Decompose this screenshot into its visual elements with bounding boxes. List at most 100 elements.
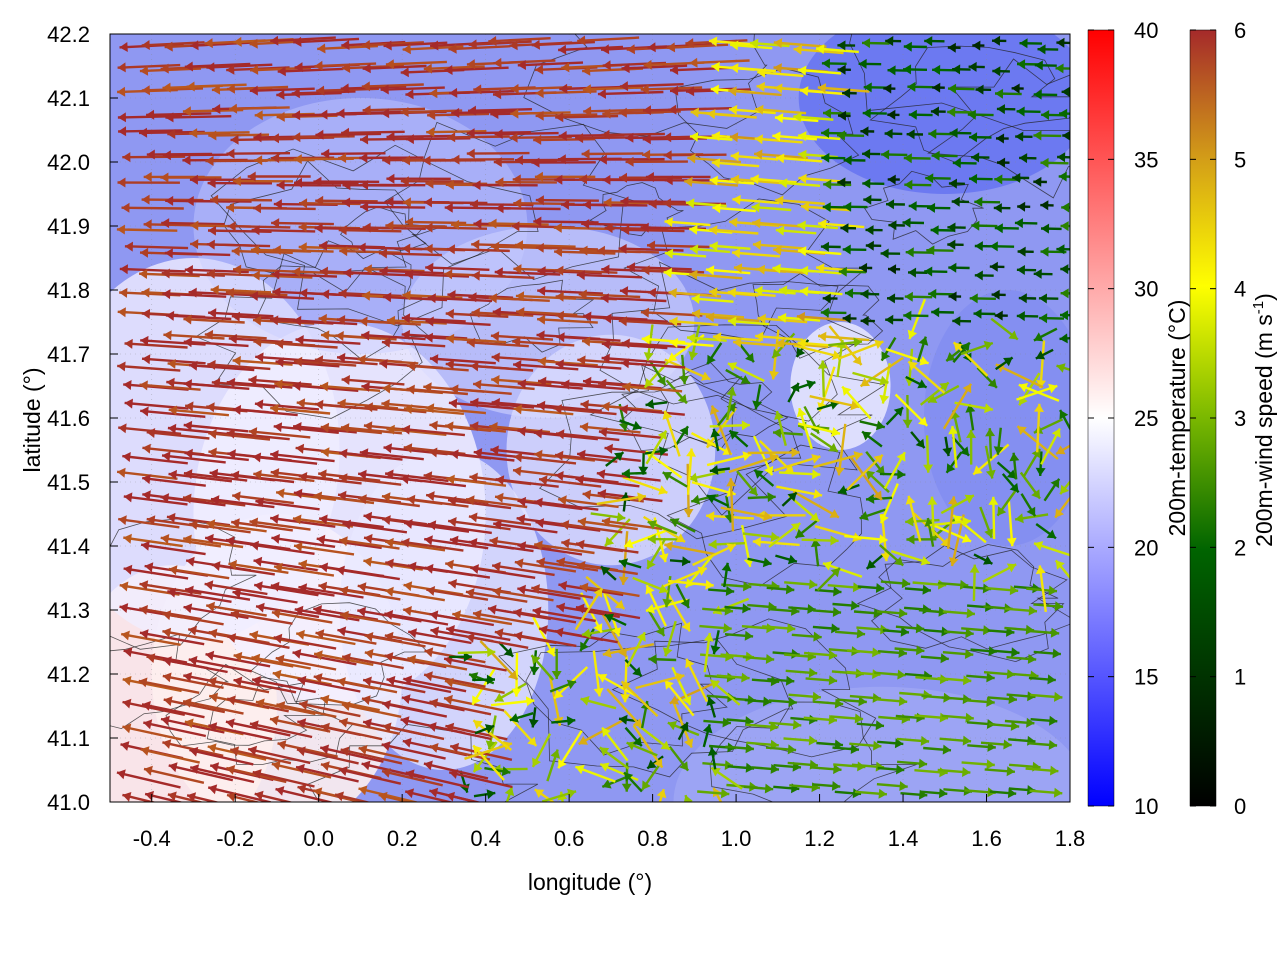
wind-arrow-shaft — [691, 312, 745, 319]
wind-arrow-shaft — [658, 788, 665, 802]
wind-arrow-head — [966, 608, 975, 619]
wind-arrow-head — [779, 178, 788, 189]
wind-arrow-head — [707, 109, 716, 120]
wind-arrow-shaft — [424, 566, 491, 579]
wind-arrow-head — [556, 557, 566, 567]
wind-arrow-shaft — [358, 497, 420, 508]
wind-arrow-shaft — [295, 338, 361, 345]
wind-arrow-head — [554, 450, 564, 461]
wind-arrow-head — [274, 379, 283, 390]
wind-arrow-head — [1051, 428, 1061, 438]
wind-arrow-head — [926, 245, 935, 256]
wind-arrow-head — [451, 107, 460, 118]
wind-arrow-head — [364, 648, 374, 659]
wind-arrow-head — [812, 469, 821, 480]
wind-arrow-head — [139, 269, 148, 279]
wind-arrow-head — [386, 315, 396, 326]
wind-arrow-head — [772, 348, 782, 358]
wind-arrow-shaft — [313, 652, 374, 666]
wind-arrow-shaft — [712, 787, 723, 802]
wind-arrow-head — [401, 537, 410, 548]
wind-arrow-head — [658, 584, 668, 594]
wind-arrow-head — [928, 394, 938, 403]
wind-arrow-head — [471, 307, 480, 318]
wind-arrow-head — [1035, 565, 1046, 575]
wind-arrow-shaft — [559, 85, 625, 91]
wind-arrow-head — [553, 404, 562, 414]
wind-arrow-head — [554, 246, 563, 257]
wind-arrow-head — [1019, 38, 1028, 49]
wind-arrow-head — [336, 565, 345, 576]
wind-arrow-shaft — [233, 654, 294, 668]
wind-arrow-shaft — [532, 609, 596, 623]
wind-arrow-head — [275, 357, 284, 368]
wind-arrow-head — [423, 197, 432, 208]
wind-arrow-head — [942, 744, 951, 755]
wind-arrow-head — [621, 468, 630, 479]
wind-arrow-head — [382, 383, 391, 394]
wind-arrow-shaft — [492, 589, 554, 602]
wind-arrow-shaft — [163, 333, 225, 340]
wind-arrow-head — [401, 694, 411, 704]
wind-arrow-head — [490, 331, 500, 342]
wind-arrow-head — [806, 379, 816, 390]
wind-arrow-head — [357, 582, 367, 592]
wind-arrow-head — [881, 149, 890, 160]
wind-arrow-shaft — [184, 62, 251, 68]
wind-arrow-head — [821, 152, 830, 163]
wind-arrow-head — [424, 535, 433, 546]
wind-arrow-head — [209, 468, 219, 479]
wind-arrow-head — [856, 628, 866, 639]
wind-arrow-head — [124, 398, 133, 409]
wind-arrow-head — [340, 423, 350, 434]
wind-arrow-head — [226, 148, 235, 159]
wind-arrow-head — [555, 112, 564, 123]
wind-arrow-head — [342, 180, 351, 191]
wind-arrow-head — [313, 605, 322, 615]
wind-arrow-shaft — [452, 612, 513, 626]
wind-arrow-head — [359, 316, 368, 327]
wind-arrow-head — [534, 497, 543, 508]
wind-arrow-shaft — [252, 770, 315, 788]
terrain-contour — [210, 144, 539, 327]
wind-arrow-shaft — [400, 540, 464, 552]
wind-arrow-head — [469, 472, 478, 483]
wind-arrow-head — [427, 722, 437, 732]
wind-arrow-shaft — [341, 378, 405, 386]
wind-arrow-head — [721, 562, 732, 572]
wind-arrow-head — [532, 757, 541, 767]
wind-arrow-shaft — [793, 47, 844, 55]
wind-arrow-head — [382, 700, 391, 710]
wind-arrow-shaft — [579, 425, 641, 434]
wind-arrow-shaft — [140, 339, 206, 346]
wind-arrow-head — [576, 560, 586, 571]
wind-arrow-head — [1027, 691, 1036, 702]
wind-arrow-head — [603, 313, 612, 324]
wind-arrow-head — [821, 58, 830, 69]
wind-arrow-head — [166, 512, 176, 523]
wind-arrow-head — [850, 600, 860, 611]
wind-arrow-head — [776, 338, 785, 349]
wind-arrow-head — [670, 85, 679, 96]
wind-arrow-head — [948, 426, 959, 435]
wind-arrow-head — [117, 361, 126, 372]
wind-arrow-head — [168, 762, 178, 773]
wind-arrow-shaft — [162, 153, 229, 157]
wind-arrow-shaft — [581, 152, 644, 156]
wind-arrow-head — [270, 581, 280, 592]
wind-arrow-head — [495, 492, 504, 503]
wind-arrow-head — [582, 628, 591, 639]
wind-arrow-head — [119, 287, 128, 298]
wind-arrow-head — [898, 696, 908, 707]
wind-arrow-head — [495, 475, 505, 486]
wind-arrow-head — [740, 375, 750, 384]
wind-arrow-head — [583, 311, 592, 322]
wind-arrow-head — [996, 133, 1005, 144]
wind-arrow-head — [642, 149, 651, 160]
wind-arrow-shaft — [364, 405, 427, 414]
wind-arrow-head — [818, 331, 827, 342]
wind-arrow-shaft — [579, 585, 640, 598]
wind-arrow-head — [986, 697, 995, 707]
wind-arrow-head — [535, 110, 544, 121]
